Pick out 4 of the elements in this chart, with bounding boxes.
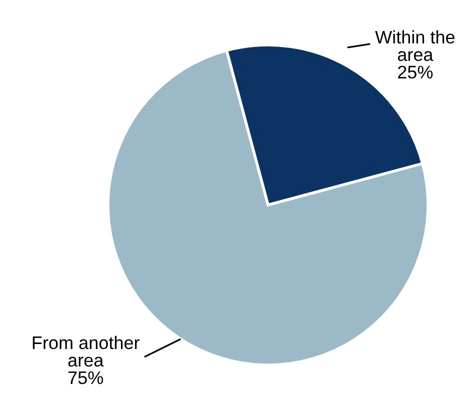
- slice-label: From another area: [32, 336, 140, 367]
- data-label: 75%: [68, 371, 104, 384]
- data-label: 25%: [398, 66, 433, 79]
- slice-label: Within the area: [375, 30, 455, 62]
